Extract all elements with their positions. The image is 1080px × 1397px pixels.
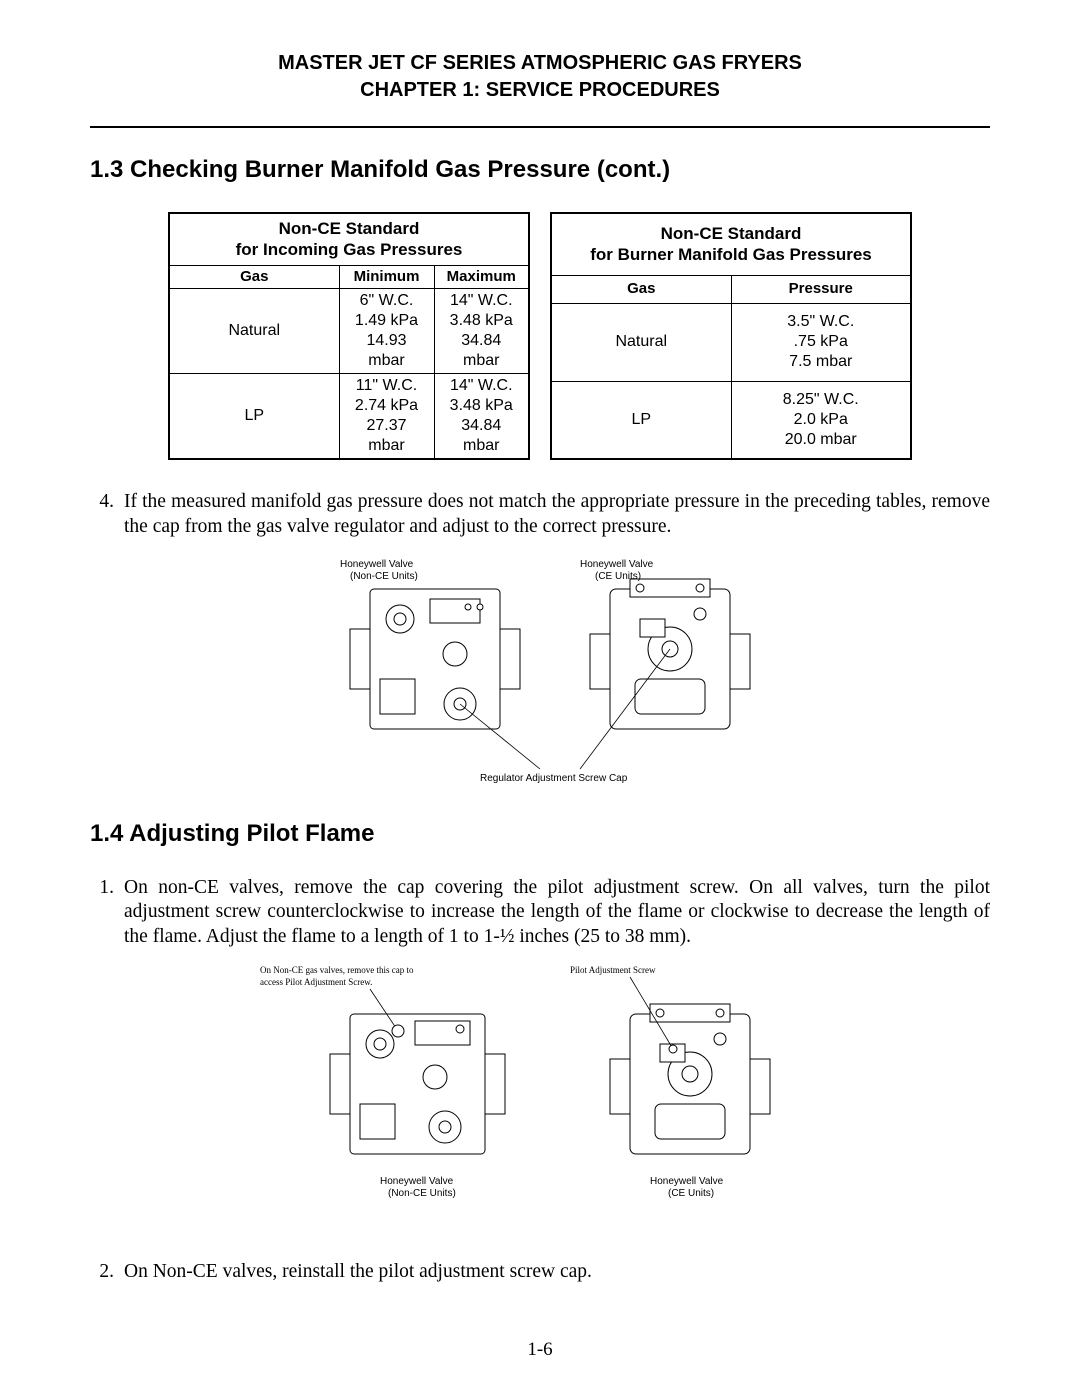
header-rule [90, 126, 990, 128]
t2-r1-p-1: 2.0 kPa [740, 410, 903, 430]
d2-bl-1: Honeywell Valve [380, 1176, 454, 1187]
t1-title-l2: for Incoming Gas Pressures [178, 239, 520, 260]
section-1-3-title: 1.3 Checking Burner Manifold Gas Pressur… [90, 156, 990, 184]
t1-r1-gas: LP [169, 374, 339, 460]
t1-r1-min-1: 2.74 kPa [348, 396, 426, 416]
t1-title-l1: Non-CE Standard [178, 218, 520, 239]
t1-col-min: Minimum [339, 265, 434, 289]
step-4: 4. If the measured manifold gas pressure… [90, 490, 990, 539]
t1-r1-min-2: 27.37 mbar [348, 416, 426, 456]
t1-r1-max-1: 3.48 kPa [443, 396, 521, 416]
t1-r0-max-2: 34.84 mbar [443, 331, 521, 371]
t1-col-gas: Gas [169, 265, 339, 289]
d1-label-right-1: Honeywell Valve [580, 559, 654, 570]
t2-col-pressure: Pressure [731, 275, 911, 303]
t1-r0-max-1: 3.48 kPa [443, 311, 521, 331]
d2-br-1: Honeywell Valve [650, 1176, 724, 1187]
t1-r1-min-0: 11" W.C. [348, 376, 426, 396]
t2-r1-p-2: 20.0 mbar [740, 430, 903, 450]
step-1-4-1-num: 1. [90, 876, 124, 949]
t1-r1-max-0: 14" W.C. [443, 376, 521, 396]
step-1-4-2: 2. On Non-CE valves, reinstall the pilot… [90, 1260, 990, 1284]
d2-bl-2: (Non-CE Units) [388, 1188, 456, 1199]
t1-r1-max-2: 34.84 mbar [443, 416, 521, 456]
t2-r1-gas: LP [551, 381, 731, 459]
t1-r0-max-0: 14" W.C. [443, 291, 521, 311]
d2-tr: Pilot Adjustment Screw [570, 965, 656, 975]
step-4-text: If the measured manifold gas pressure do… [124, 490, 990, 539]
section-1-4-title: 1.4 Adjusting Pilot Flame [90, 820, 990, 848]
page-number: 1-6 [0, 1339, 1080, 1361]
t1-r0-min-0: 6" W.C. [348, 291, 426, 311]
t1-r0-gas: Natural [169, 289, 339, 374]
t1-r0-min-2: 14.93 mbar [348, 331, 426, 371]
d1-label-right-2: (CE Units) [595, 571, 641, 582]
t1-r0-min-1: 1.49 kPa [348, 311, 426, 331]
step-1-4-1: 1. On non-CE valves, remove the cap cove… [90, 876, 990, 949]
t2-r0-p-0: 3.5" W.C. [740, 312, 903, 332]
d1-label-left-2: (Non-CE Units) [350, 571, 418, 582]
step-1-4-1-text: On non-CE valves, remove the cap coverin… [124, 876, 990, 949]
manifold-pressure-table: Non-CE Standard for Burner Manifold Gas … [550, 212, 912, 460]
t2-title-l2: for Burner Manifold Gas Pressures [560, 244, 902, 265]
pilot-adjustment-diagram: On Non-CE gas valves, remove this cap to… [90, 959, 990, 1234]
t2-r0-p-1: .75 kPa [740, 332, 903, 352]
doc-header-line1: MASTER JET CF SERIES ATMOSPHERIC GAS FRY… [90, 50, 990, 77]
step-1-4-2-num: 2. [90, 1260, 124, 1284]
t2-r1-p-0: 8.25" W.C. [740, 390, 903, 410]
d2-br-2: (CE Units) [668, 1188, 714, 1199]
doc-header-line2: CHAPTER 1: SERVICE PROCEDURES [90, 77, 990, 104]
d2-tl-1: On Non-CE gas valves, remove this cap to [260, 965, 414, 975]
incoming-pressure-table: Non-CE Standard for Incoming Gas Pressur… [168, 212, 530, 460]
t2-r0-gas: Natural [551, 303, 731, 381]
pressure-tables: Non-CE Standard for Incoming Gas Pressur… [90, 212, 990, 460]
t2-r0-p-2: 7.5 mbar [740, 352, 903, 372]
t2-title-l1: Non-CE Standard [560, 223, 902, 244]
d1-bottom-label: Regulator Adjustment Screw Cap [480, 773, 628, 784]
t2-col-gas: Gas [551, 275, 731, 303]
d2-tl-2: access Pilot Adjustment Screw. [260, 977, 372, 987]
step-1-4-2-text: On Non-CE valves, reinstall the pilot ad… [124, 1260, 990, 1284]
regulator-cap-diagram: Honeywell Valve (Non-CE Units) Honeywell… [90, 549, 990, 794]
d1-label-left-1: Honeywell Valve [340, 559, 414, 570]
step-4-num: 4. [90, 490, 124, 539]
t1-col-max: Maximum [434, 265, 529, 289]
